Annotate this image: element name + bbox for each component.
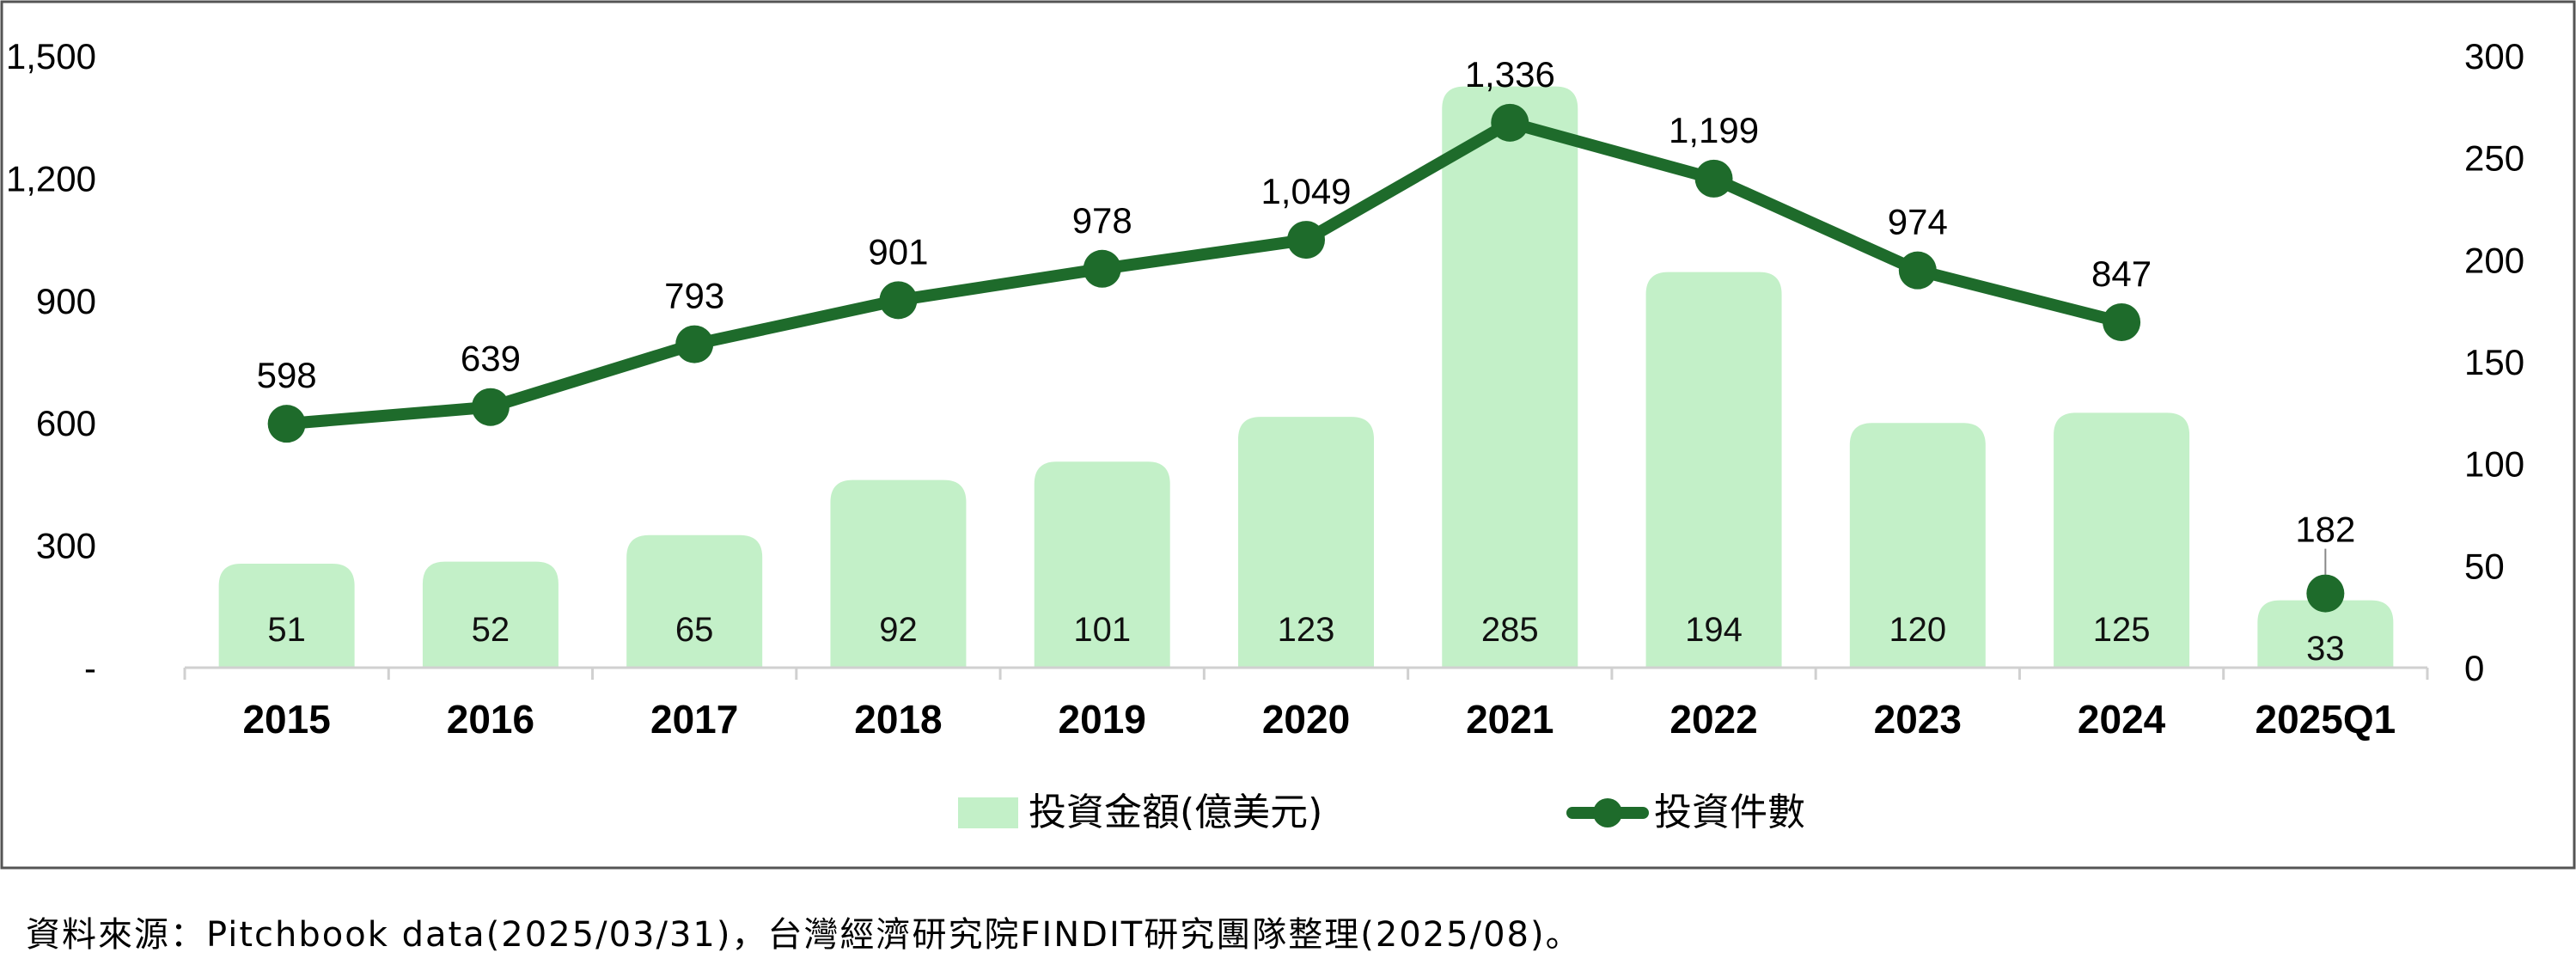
bar-2021	[1442, 86, 1578, 669]
y-right-tick-label: 50	[2464, 546, 2505, 586]
bar-value-label-2020: 123	[1278, 611, 1335, 649]
line-value-label-2024: 847	[2091, 253, 2152, 294]
y-left-tick-label: -	[84, 648, 96, 688]
line-point-2016	[471, 388, 510, 426]
line-value-label-2020: 1,049	[1261, 171, 1351, 211]
bar-value-label-2015: 51	[267, 611, 306, 649]
bar-value-label-2023: 120	[1889, 611, 1946, 649]
line-value-label-2023: 974	[1888, 202, 1948, 242]
x-tick-label-2017: 2017	[650, 697, 738, 742]
bar-value-label-2016: 52	[472, 611, 510, 649]
source-note: 資料來源：Pitchbook data(2025/03/31)，台灣經濟研究院F…	[26, 915, 1582, 955]
y-right-tick-label: 250	[2464, 138, 2524, 179]
y-right-tick-label: 0	[2464, 648, 2484, 688]
x-tick-label-2025Q1: 2025Q1	[2256, 697, 2396, 742]
bar-2024	[2054, 412, 2190, 668]
y-right-tick-label: 100	[2464, 444, 2524, 485]
legend: 投資金額(億美元) 投資件數	[958, 791, 1805, 834]
line-value-label-2022: 1,199	[1669, 110, 1759, 150]
bar-2020	[1238, 417, 1374, 668]
line-point-2020	[1287, 221, 1325, 260]
line-value-label-2019: 978	[1072, 200, 1132, 241]
line-value-label-2021: 1,336	[1465, 54, 1555, 95]
line-point-2017	[675, 325, 714, 363]
y-left-tick-label: 600	[36, 403, 96, 443]
line-point-2019	[1083, 249, 1121, 288]
axis-layer: 2015 2016 2017 2018 2019 2020 2021 2022 2023 2024…	[6, 36, 2524, 742]
legend-bar-swatch	[958, 797, 1018, 828]
bar-value-label-2021: 285	[1481, 611, 1539, 649]
x-tick-label-2018: 2018	[854, 697, 942, 742]
y-left-tick-label: 1,200	[6, 158, 96, 198]
bars-layer	[218, 86, 2394, 669]
bar-2018	[830, 479, 967, 668]
line-point-2025Q1	[2306, 574, 2345, 613]
line-point-2022	[1694, 159, 1733, 198]
x-tick-label-2024: 2024	[2078, 697, 2166, 742]
bar-value-label-2024: 125	[2093, 611, 2151, 649]
line-value-label-2025Q1: 182	[2295, 510, 2355, 550]
y-left-tick-label: 1,500	[6, 36, 96, 76]
x-tick-label-2015: 2015	[242, 697, 330, 742]
line-value-label-2015: 598	[257, 355, 317, 395]
combo-chart: 2015 2016 2017 2018 2019 2020 2021 2022 2023 2024…	[0, 0, 2576, 870]
bar-value-label-2019: 101	[1073, 611, 1131, 649]
bar-2015	[218, 563, 355, 668]
bar-2023	[1849, 423, 1986, 668]
legend-line-label: 投資件數	[1654, 791, 1805, 834]
bar-2017	[626, 534, 763, 668]
legend-line-marker	[1593, 798, 1622, 827]
x-tick-label-2021: 2021	[1466, 697, 1554, 742]
x-tick-label-2023: 2023	[1874, 697, 1962, 742]
line-point-2018	[879, 281, 918, 320]
bar-value-label-2025Q1: 33	[2306, 630, 2345, 668]
line-value-label-2018: 901	[868, 231, 928, 272]
x-tick-label-2020: 2020	[1262, 697, 1350, 742]
line-point-2021	[1491, 103, 1529, 142]
bar-value-label-2022: 194	[1685, 611, 1743, 649]
bar-2016	[422, 561, 559, 668]
bar-2025Q1	[2257, 600, 2394, 668]
line-layer	[267, 103, 2345, 613]
y-right-tick-label: 300	[2464, 36, 2524, 76]
bar-value-label-2017: 65	[675, 611, 714, 649]
legend-bar-label: 投資金額(億美元)	[1029, 791, 1322, 834]
line-point-2015	[267, 405, 306, 443]
bar-2022	[1645, 272, 1782, 668]
labels-layer: 51 52 65 92 101 123 285 194 120 125 33 598 639 793 901…	[257, 54, 2356, 668]
x-tick-label-2016: 2016	[447, 697, 534, 742]
x-tick-label-2022: 2022	[1670, 697, 1757, 742]
line-series-path	[280, 116, 2128, 430]
line-point-2023	[1898, 251, 1937, 290]
x-tick-label-2019: 2019	[1059, 697, 1146, 742]
y-right-tick-label: 150	[2464, 342, 2524, 382]
y-left-tick-label: 300	[36, 526, 96, 566]
bar-value-label-2018: 92	[879, 611, 918, 649]
bar-2019	[1034, 461, 1170, 668]
y-left-tick-label: 900	[36, 281, 96, 321]
line-point-2024	[2103, 302, 2141, 341]
chart-frame: 2015 2016 2017 2018 2019 2020 2021 2022 2023 2024…	[0, 0, 2576, 870]
y-right-tick-label: 200	[2464, 240, 2524, 280]
line-value-label-2017: 793	[664, 276, 724, 316]
line-value-label-2016: 639	[461, 339, 521, 379]
